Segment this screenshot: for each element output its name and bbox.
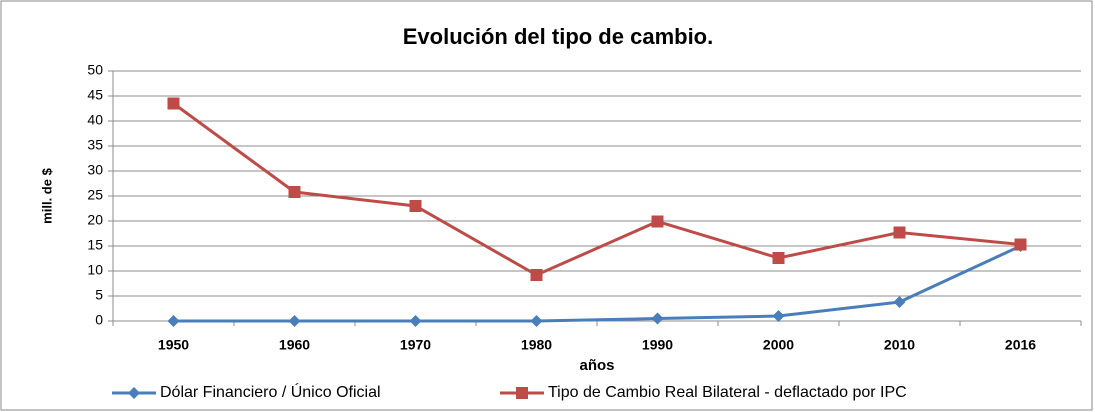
point: [893, 226, 906, 239]
chart-title: Evolución del tipo de cambio.: [403, 24, 713, 49]
point: [893, 296, 906, 308]
x-tick-label: 2010: [884, 337, 915, 353]
point: [530, 269, 543, 281]
x-tick-label: 2000: [763, 337, 794, 353]
y-tick-label: 35: [87, 137, 103, 153]
y-tick-label: 50: [87, 62, 103, 78]
point: [288, 315, 301, 327]
legend-label: Dólar Financiero / Único Oficial: [160, 382, 381, 401]
point: [167, 97, 180, 110]
x-tick-label: 1990: [642, 337, 673, 353]
x-axis-label: años: [579, 357, 614, 374]
point: [772, 252, 785, 264]
legend-label: Tipo de Cambio Real Bilateral - deflacta…: [548, 384, 907, 401]
point: [1014, 238, 1027, 251]
point: [167, 315, 180, 327]
series-line: [173, 244, 1022, 323]
x-tick-label: 1980: [521, 337, 552, 353]
x-tick-label: 1960: [279, 337, 310, 353]
point: [651, 215, 664, 228]
point: [288, 186, 301, 198]
y-tick-label: 45: [87, 87, 103, 103]
y-tick-label: 10: [87, 262, 103, 278]
point: [530, 315, 543, 327]
y-axis-label: mill. de $: [39, 167, 54, 223]
y-tick-label: 20: [87, 212, 103, 228]
y-tick-label: 5: [95, 287, 103, 303]
x-tick-label: 1950: [158, 337, 189, 353]
y-tick-label: 15: [87, 237, 103, 253]
point: [516, 387, 528, 399]
x-tick-label: 1970: [400, 337, 431, 353]
point: [409, 200, 422, 212]
y-tick-label: 40: [87, 112, 103, 128]
x-tick-label: 2016: [1005, 337, 1036, 353]
y-tick-label: 0: [95, 312, 103, 328]
point: [651, 312, 664, 325]
point: [409, 315, 422, 327]
point: [128, 387, 140, 399]
y-tick-label: 30: [87, 162, 103, 178]
y-tick-label: 25: [87, 187, 103, 203]
series-line: [172, 102, 1021, 277]
point: [772, 310, 785, 322]
